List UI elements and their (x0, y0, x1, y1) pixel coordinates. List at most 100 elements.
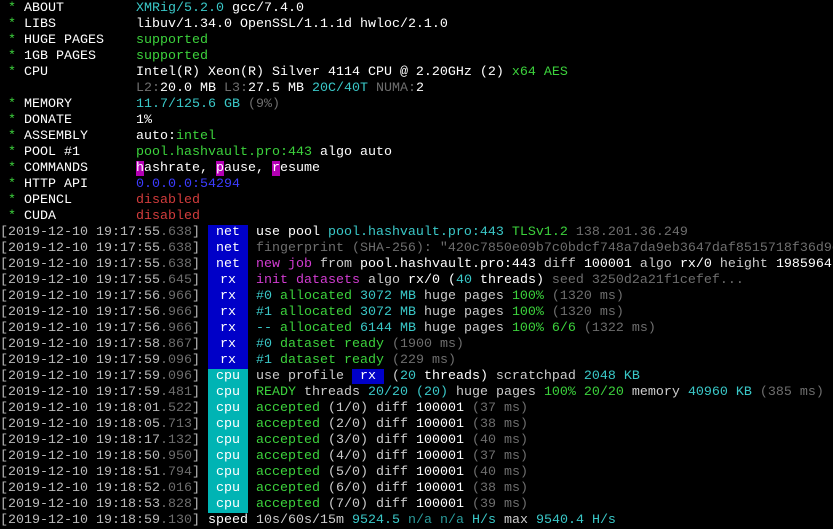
spacer (248, 481, 256, 496)
spacer (128, 161, 136, 176)
log-line: [2019-12-10 19:17:55.638] net new job fr… (0, 257, 833, 273)
spacer (248, 401, 256, 416)
text-segment: (1320 ms) (543, 289, 624, 304)
timestamp-ms: .096 (159, 369, 192, 384)
text-segment: (40 ms) (463, 465, 528, 480)
text-segment: rx/0 (679, 257, 712, 272)
text-segment: auto: (136, 129, 176, 144)
timestamp: 2019-12-10 19:18:52 (8, 481, 160, 496)
text-segment: use profile (255, 369, 352, 384)
bracket: [ (0, 465, 8, 480)
spacer (248, 385, 256, 400)
spacer (128, 129, 136, 144)
text-segment: (1320 ms) (543, 305, 624, 320)
log-line: [2019-12-10 19:17:58.867] rx #0 dataset … (0, 337, 833, 353)
text-segment: (229 ms) (383, 353, 456, 368)
bracket: [ (0, 433, 8, 448)
text-segment: 3072 MB (359, 289, 416, 304)
spacer (248, 241, 256, 256)
text-segment: rx (351, 369, 384, 384)
text-segment: x64 AES (503, 65, 568, 80)
command-hotkey: h (136, 161, 144, 176)
timestamp: 2019-12-10 19:17:56 (8, 305, 160, 320)
timestamp-ms: .950 (159, 449, 192, 464)
text-segment: allocated (271, 289, 360, 304)
text-segment: Intel(R) Xeon(R) Silver 4114 CPU @ 2.20G… (136, 65, 504, 80)
tag-rx: rx (207, 305, 248, 321)
text-segment: (5/0) diff (319, 465, 416, 480)
header-line: * 1GB PAGES supported (0, 49, 833, 65)
text-segment: 10s/60s/15m (247, 513, 352, 528)
spacer (248, 305, 256, 320)
text-segment: TLSv1.2 (503, 225, 568, 240)
text-segment: dataset ready (271, 337, 384, 352)
bullet-star: * (0, 193, 24, 208)
text-segment: height (711, 257, 776, 272)
spacer (128, 1, 136, 16)
tag-cpu: cpu (207, 465, 248, 481)
header-label: 1GB PAGES (24, 49, 96, 64)
text-segment: (39 ms) (463, 497, 528, 512)
bullet-star: * (0, 209, 24, 224)
bracket: [ (0, 225, 8, 240)
bracket: ] (191, 433, 208, 448)
timestamp-ms: .481 (159, 385, 192, 400)
text-segment: intel (176, 129, 216, 144)
bracket: ] (191, 305, 208, 320)
bracket: ] (191, 241, 208, 256)
header-label: ASSEMBLY (24, 129, 88, 144)
bracket: ] (191, 273, 208, 288)
spacer (248, 497, 256, 512)
log-line: [2019-12-10 19:17:56.966] rx #1 allocate… (0, 305, 833, 321)
bullet-star: * (0, 113, 24, 128)
text-segment: rx/0 (407, 273, 440, 288)
log-line: [2019-12-10 19:18:53.828] cpu accepted (… (0, 497, 833, 513)
text-segment: accepted (255, 433, 320, 448)
text-segment: (1/0) diff (319, 401, 416, 416)
timestamp: 2019-12-10 19:18:05 (8, 417, 160, 432)
spacer (248, 465, 256, 480)
text-segment: #1 (255, 353, 272, 368)
text-segment: 100% (511, 289, 544, 304)
spacer (128, 209, 136, 224)
text-segment: L3: (216, 81, 248, 96)
tag-rx: rx (207, 273, 248, 289)
text-segment: -- (255, 321, 272, 336)
text-segment: ( (439, 273, 456, 288)
text-segment: threads (295, 385, 368, 400)
bullet-star (0, 81, 24, 96)
text-segment: NUMA: (368, 81, 416, 96)
spacer (128, 65, 136, 80)
spacer (248, 353, 256, 368)
text-segment: 6/6 (543, 321, 576, 336)
text-segment: 100001 (415, 497, 464, 512)
bullet-star: * (0, 17, 24, 32)
tag-net: net (207, 241, 248, 257)
spacer (128, 49, 136, 64)
text-segment: 2 (416, 81, 424, 96)
bracket: ] (191, 513, 208, 528)
text-segment: new job (255, 257, 312, 272)
text-segment: 100001 (415, 417, 464, 432)
text-segment: allocated (271, 305, 360, 320)
text-segment: allocated (271, 321, 360, 336)
text-segment: 138.201.36.249 (567, 225, 688, 240)
text-segment: #0 (255, 337, 272, 352)
log-line: [2019-12-10 19:17:59.096] cpu use profil… (0, 369, 833, 385)
bracket: [ (0, 449, 8, 464)
text-segment: READY (255, 385, 296, 400)
bracket: ] (191, 353, 208, 368)
header-line: * HUGE PAGES supported (0, 33, 833, 49)
tag-cpu: cpu (207, 497, 248, 513)
log-line: [2019-12-10 19:17:55.645] rx init datase… (0, 273, 833, 289)
text-segment: init datasets (255, 273, 360, 288)
text-segment: 3072 MB (359, 305, 416, 320)
spacer (248, 433, 256, 448)
bullet-star: * (0, 97, 24, 112)
log-line: [2019-12-10 19:18:50.950] cpu accepted (… (0, 449, 833, 465)
log-line: [2019-12-10 19:18:05.713] cpu accepted (… (0, 417, 833, 433)
timestamp-ms: .016 (159, 481, 192, 496)
text-segment: (7/0) diff (319, 497, 416, 512)
header-line: * POOL #1 pool.hashvault.pro:443 algo au… (0, 145, 833, 161)
